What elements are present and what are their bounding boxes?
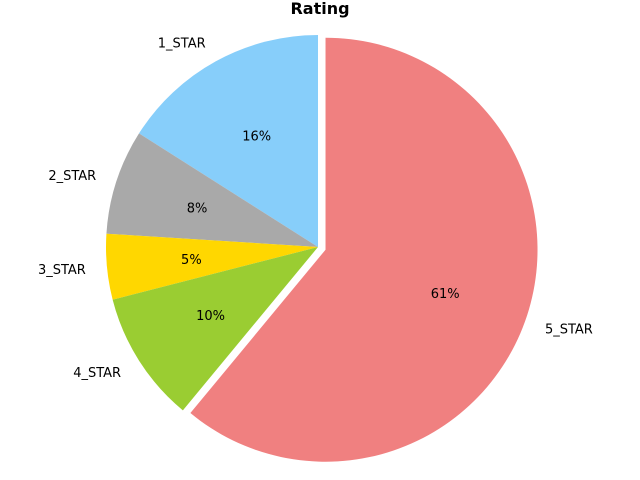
- pie-category-label: 3_STAR: [38, 263, 86, 278]
- pie-pct-label: 61%: [431, 287, 460, 302]
- pie-slice-1-star: [139, 35, 318, 247]
- pie-pct-label: 10%: [196, 309, 225, 324]
- pie-slice-4-star: [112, 247, 318, 411]
- pie-category-label: 2_STAR: [48, 169, 96, 184]
- pie-slice-2-star: [106, 133, 318, 247]
- pie-category-label: 5_STAR: [545, 323, 593, 338]
- pie-category-label: 1_STAR: [158, 37, 206, 52]
- pie-slice-5-star: [190, 37, 538, 462]
- pie-slice-3-star: [106, 233, 319, 300]
- pie-pct-label: 5%: [181, 253, 202, 268]
- pie-category-label: 4_STAR: [73, 366, 121, 381]
- chart-title: Rating: [290, 0, 349, 18]
- pie-pct-label: 16%: [242, 130, 271, 145]
- pie-pct-label: 8%: [187, 202, 208, 217]
